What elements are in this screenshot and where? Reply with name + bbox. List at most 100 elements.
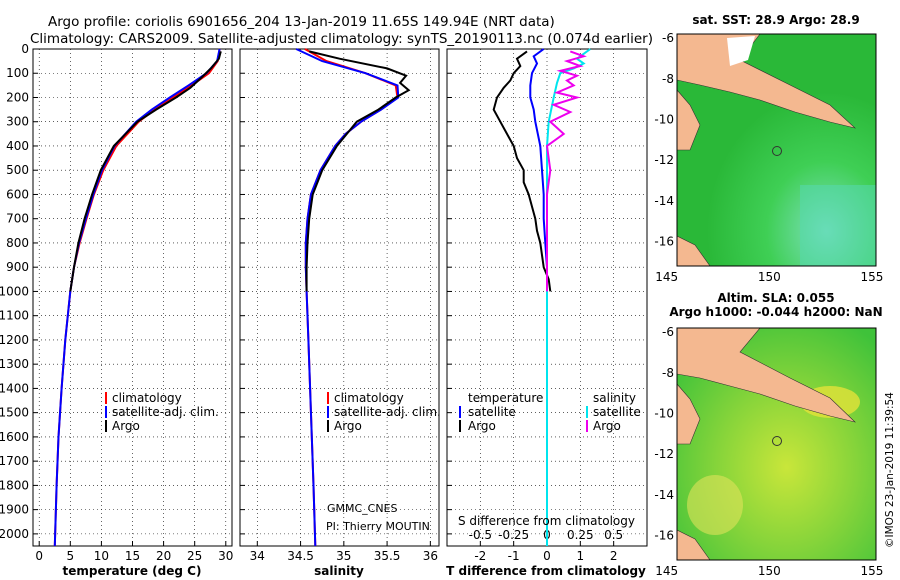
sst-land-australia bbox=[677, 235, 711, 266]
sst-lat-label: -10 bbox=[654, 112, 674, 126]
y-tick-label: 1300 bbox=[0, 357, 29, 371]
annotation-gmmc: GMMC_CNES bbox=[327, 502, 398, 515]
sst-lat-label: -12 bbox=[654, 153, 674, 167]
series-satellite-adj-clim- bbox=[295, 48, 400, 547]
sla-lon-label: 145 bbox=[655, 564, 678, 578]
legend-label-argo: Argo bbox=[112, 419, 140, 433]
sla-map-frame bbox=[676, 327, 877, 561]
legend-label-s-argo: Argo bbox=[593, 419, 621, 433]
x-tick-label: 35.5 bbox=[374, 549, 401, 563]
sla-lat-label: -10 bbox=[654, 406, 674, 420]
series-satellite-adj-clim- bbox=[53, 48, 221, 547]
y-tick-label: 900 bbox=[6, 260, 29, 274]
difference-xlabel: T difference from climatology bbox=[446, 564, 646, 578]
title-line2: Climatology: CARS2009. Satellite-adjuste… bbox=[30, 31, 653, 47]
title-line1: Argo profile: coriolis 6901656_204 13-Ja… bbox=[48, 14, 555, 30]
sla-lat-label: -6 bbox=[662, 325, 674, 339]
x-tick-label: 34 bbox=[250, 549, 265, 563]
x-tick-label: 20 bbox=[156, 549, 171, 563]
y-tick-label: 1900 bbox=[0, 503, 29, 517]
x-tick-label: 5 bbox=[66, 549, 74, 563]
legend-label-s-satellite: satellite bbox=[593, 405, 641, 419]
sst-lat-label: -8 bbox=[662, 72, 674, 86]
x-tick-label: 1 bbox=[577, 549, 585, 563]
sla-map-title2: Argo h1000: -0.044 h2000: NaN bbox=[669, 305, 882, 319]
salinity-panel bbox=[239, 48, 440, 547]
y-tick-label: 0 bbox=[21, 42, 29, 56]
sst-land-west bbox=[677, 89, 701, 151]
series-t-argo bbox=[492, 50, 552, 292]
x-tick-label: 15 bbox=[125, 549, 140, 563]
legend-label-climatology: climatology bbox=[112, 391, 182, 405]
legend-label-argo: Argo bbox=[334, 419, 362, 433]
s-tick-label: -0.25 bbox=[498, 528, 529, 542]
legend-label-satellite: satellite-adj. clim. bbox=[334, 405, 441, 419]
sla-land-west bbox=[677, 383, 701, 445]
salinity-legend: climatology satellite-adj. clim. Argo GM… bbox=[326, 391, 441, 533]
sla-blob bbox=[687, 475, 743, 535]
sla-lon-label: 155 bbox=[860, 564, 883, 578]
sla-argo-position bbox=[772, 436, 782, 446]
sla-lat-label: -14 bbox=[654, 488, 674, 502]
sla-lat-label: -12 bbox=[654, 447, 674, 461]
sst-lon-label: 150 bbox=[758, 270, 781, 284]
temperature-legend: climatology satellite-adj. clim. Argo bbox=[105, 391, 219, 433]
series-argo bbox=[305, 50, 411, 292]
legend-label-t-satellite: satellite bbox=[468, 405, 516, 419]
y-tick-label: 1400 bbox=[0, 381, 29, 395]
sst-map bbox=[677, 34, 876, 266]
x-tick-label: 25 bbox=[187, 549, 202, 563]
y-tick-label: 2000 bbox=[0, 527, 29, 541]
difference-legend: temperature satellite Argo salinity sate… bbox=[458, 391, 641, 528]
y-tick-label: 800 bbox=[6, 236, 29, 250]
sla-land-png bbox=[677, 328, 857, 423]
sst-white-area bbox=[727, 36, 755, 66]
y-tick-label: 1600 bbox=[0, 430, 29, 444]
temperature-xlabel: temperature (deg C) bbox=[63, 564, 202, 578]
s-tick-label: 0.5 bbox=[604, 528, 623, 542]
y-tick-label: 500 bbox=[6, 163, 29, 177]
legend-label-climatology: climatology bbox=[334, 391, 404, 405]
sst-lon-label: 145 bbox=[655, 270, 678, 284]
sla-lat-label: -16 bbox=[654, 529, 674, 543]
annotation-pi: PI: Thierry MOUTIN bbox=[326, 520, 430, 533]
x-tick-label: 30 bbox=[218, 549, 233, 563]
sst-patch bbox=[800, 185, 876, 266]
series-climatology bbox=[304, 48, 399, 547]
x-tick-label: 10 bbox=[94, 549, 109, 563]
series-t-satellite bbox=[529, 48, 548, 546]
x-tick-label: -1 bbox=[508, 549, 520, 563]
series-argo bbox=[69, 51, 222, 292]
x-tick-label: 35 bbox=[336, 549, 351, 563]
legend-label-t-argo: Argo bbox=[468, 419, 496, 433]
salinity-xlabel: salinity bbox=[314, 564, 364, 578]
y-tick-label: 200 bbox=[6, 90, 29, 104]
sst-lon-label: 155 bbox=[860, 270, 883, 284]
x-tick-label: 0 bbox=[543, 549, 551, 563]
s-tick-label: -0.5 bbox=[469, 528, 492, 542]
s-axis-title: S difference from climatology bbox=[458, 514, 635, 528]
y-tick-label: 300 bbox=[6, 115, 29, 129]
sla-land-australia bbox=[677, 529, 711, 560]
y-tick-label: 1500 bbox=[0, 406, 29, 420]
y-tick-label: 600 bbox=[6, 187, 29, 201]
y-tick-label: 1700 bbox=[0, 454, 29, 468]
sst-argo-position bbox=[772, 146, 782, 156]
x-tick-label: 36 bbox=[423, 549, 438, 563]
sst-lat-label: -14 bbox=[654, 194, 674, 208]
legend-title-temperature: temperature bbox=[468, 391, 543, 405]
sst-lat-label: -16 bbox=[654, 235, 674, 249]
x-tick-label: -2 bbox=[474, 549, 486, 563]
y-tick-label: 1800 bbox=[0, 478, 29, 492]
sst-lat-label: -6 bbox=[662, 31, 674, 45]
y-tick-label: 1200 bbox=[0, 333, 29, 347]
sla-map bbox=[677, 328, 876, 560]
legend-label-satellite: satellite-adj. clim. bbox=[112, 405, 219, 419]
y-tick-label: 1000 bbox=[0, 284, 29, 298]
y-tick-label: 1100 bbox=[0, 309, 29, 323]
sst-map-title: sat. SST: 28.9 Argo: 28.9 bbox=[692, 13, 859, 27]
imos-credit: ©IMOS 23-Jan-2019 11:39:54 bbox=[884, 392, 896, 548]
y-tick-label: 100 bbox=[6, 66, 29, 80]
sla-lon-label: 150 bbox=[758, 564, 781, 578]
